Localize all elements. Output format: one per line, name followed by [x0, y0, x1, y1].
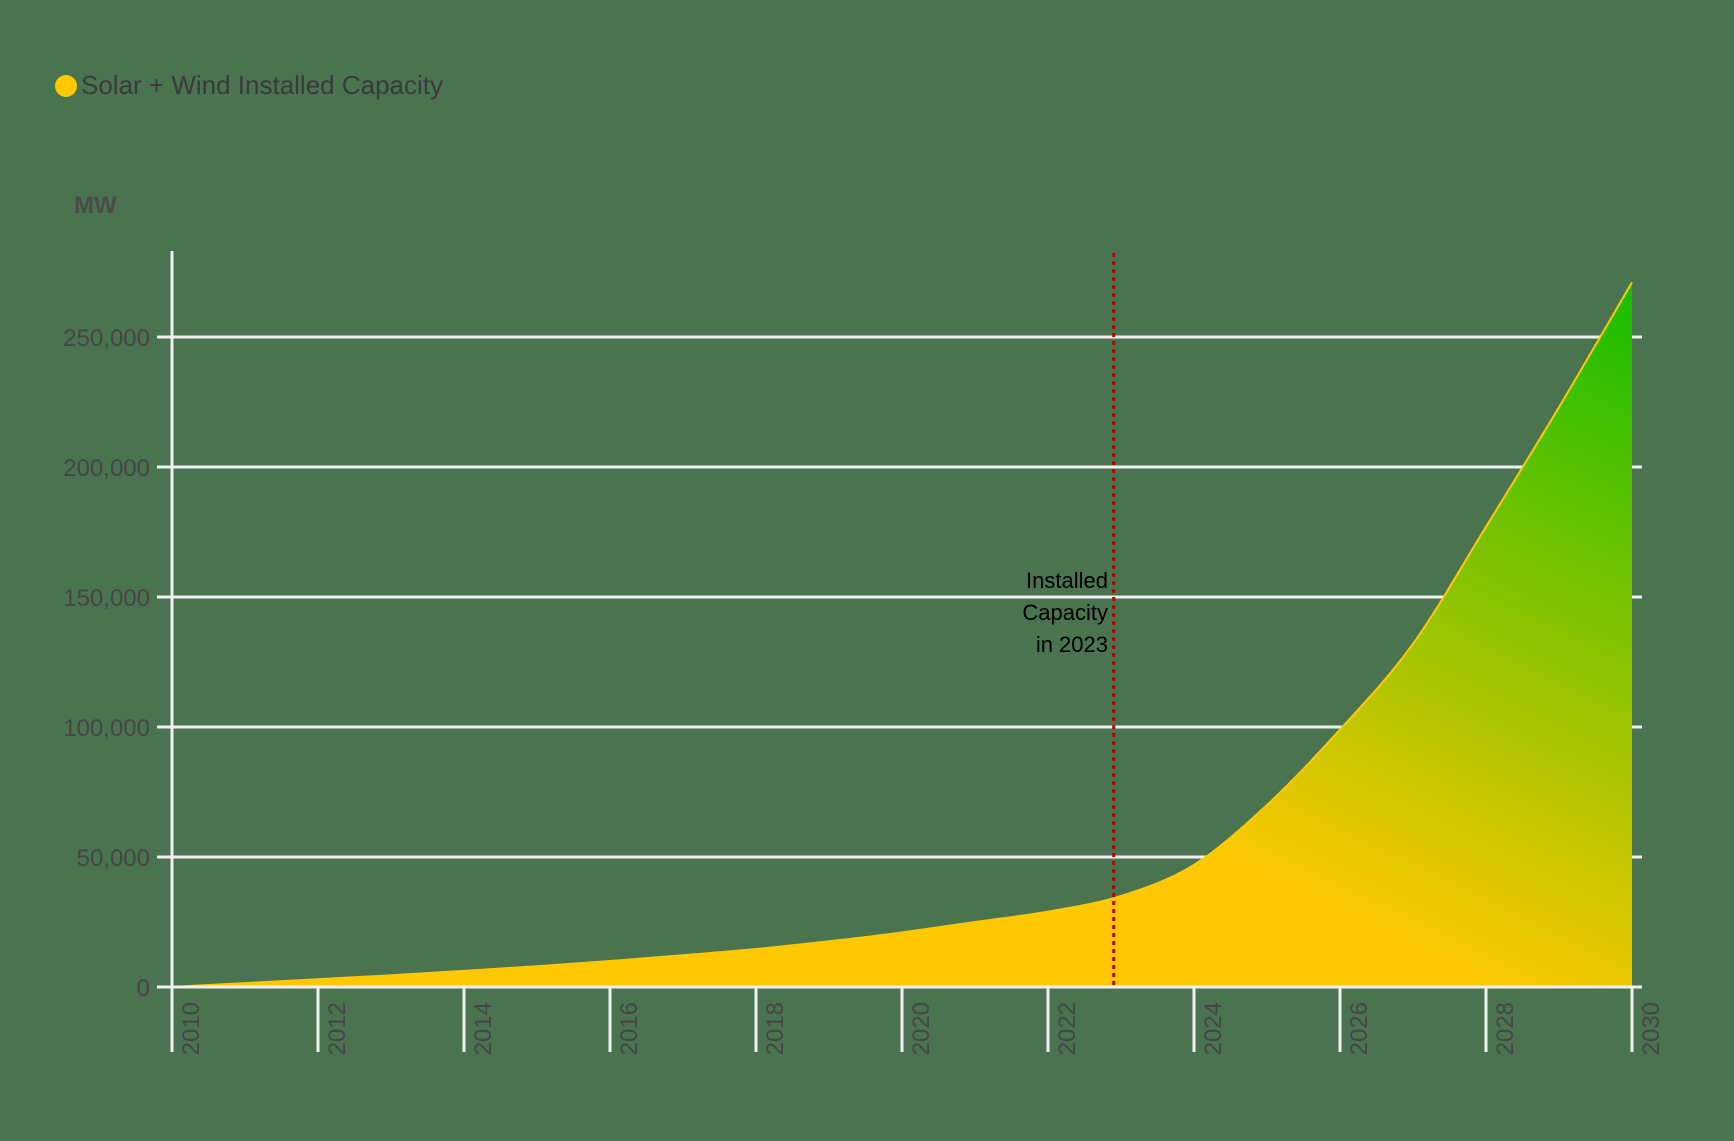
x-tick-label: 2016: [616, 1002, 643, 1055]
area-outline: [171, 281, 1633, 988]
x-tick-label: 2026: [1346, 1002, 1373, 1055]
y-tick-label: 50,000: [77, 845, 150, 872]
x-tick-label: 2020: [908, 1002, 935, 1055]
y-tick-label: 0: [137, 975, 150, 1002]
x-tick-label: 2022: [1054, 1002, 1081, 1055]
x-tick-label: 2010: [178, 1002, 205, 1055]
annotation-line-text: Installed: [1026, 568, 1108, 593]
legend-label: Solar + Wind Installed Capacity: [81, 70, 444, 100]
x-tick-label: 2012: [324, 1002, 351, 1055]
annotation-line-text: in 2023: [1036, 632, 1108, 657]
x-tick-label: 2018: [762, 1002, 789, 1055]
annotation-line-text: Capacity: [1022, 600, 1108, 625]
x-tick-label: 2028: [1492, 1002, 1519, 1055]
x-tick-label: 2024: [1200, 1002, 1227, 1055]
y-axis-labels: 0 50,000 100,000 150,000 200,000 250,000: [63, 325, 150, 1002]
area-series: [172, 282, 1632, 987]
y-axis-unit: MW: [74, 192, 117, 219]
x-axis-labels: 2010 2012 2014 2016 2018 2020 2022 2024 2026 2028…: [178, 1002, 1665, 1055]
x-tick-label: 2030: [1638, 1002, 1665, 1055]
legend-dot-icon: [55, 74, 77, 97]
y-tick-label: 250,000: [63, 325, 150, 352]
y-tick-label: 100,000: [63, 715, 150, 742]
x-tick-label: 2014: [470, 1002, 497, 1055]
y-tick-label: 150,000: [63, 585, 150, 612]
y-tick-label: 200,000: [63, 455, 150, 482]
annotation-text: Installed Capacity in 2023: [1022, 568, 1108, 657]
axes: [157, 251, 1642, 1052]
legend: Solar + Wind Installed Capacity: [55, 70, 443, 101]
